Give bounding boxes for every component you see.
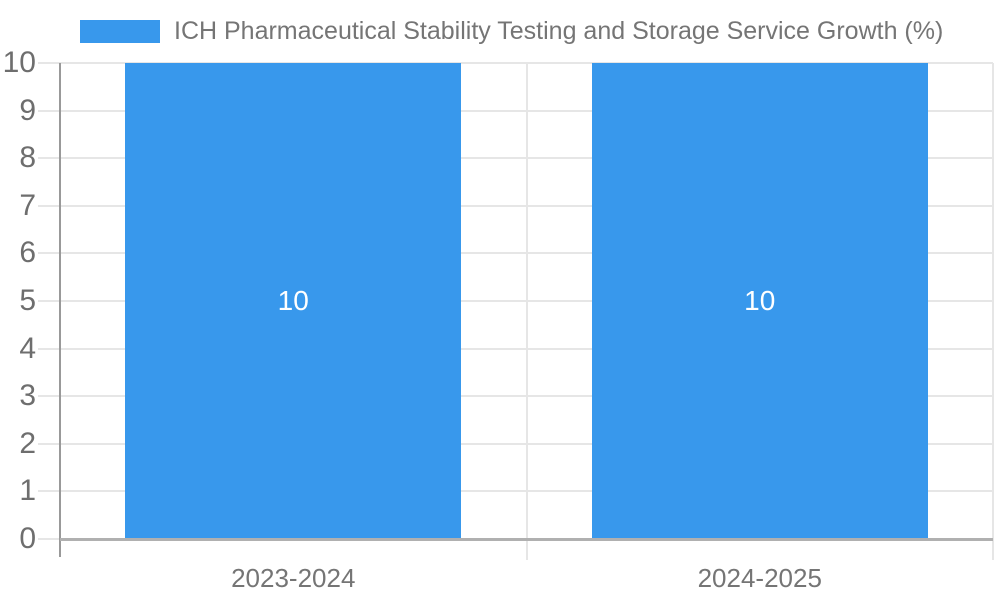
y-tick-label: 6 xyxy=(19,236,36,270)
legend-label: ICH Pharmaceutical Stability Testing and… xyxy=(174,17,944,45)
bar[interactable] xyxy=(125,63,462,539)
legend-swatch xyxy=(80,19,160,43)
gridline xyxy=(38,62,993,64)
category-divider xyxy=(992,63,994,560)
gridline xyxy=(38,442,993,445)
y-tick-label: 4 xyxy=(19,331,36,365)
gridline xyxy=(38,252,993,255)
gridline xyxy=(38,109,993,112)
category-divider xyxy=(525,63,528,560)
x-axis-line xyxy=(60,537,993,541)
bar[interactable] xyxy=(591,63,928,539)
gridline xyxy=(38,157,993,160)
gridline xyxy=(38,395,993,398)
bar-value-label: 10 xyxy=(744,285,776,316)
x-category-label: 2024-2025 xyxy=(697,563,822,593)
x-category-label: 2023-2024 xyxy=(231,563,356,593)
y-tick-label: 1 xyxy=(19,474,36,508)
gridline xyxy=(38,490,993,493)
legend: ICH Pharmaceutical Stability Testing and… xyxy=(80,17,943,45)
y-tick-label: 9 xyxy=(19,93,36,127)
gridline xyxy=(38,300,993,302)
gridline xyxy=(38,204,993,207)
y-axis-line xyxy=(59,63,61,557)
y-tick-label: 10 xyxy=(2,46,36,79)
y-tick-label: 3 xyxy=(19,379,36,413)
y-tick-label: 5 xyxy=(19,284,36,317)
y-tick-label: 0 xyxy=(19,522,36,555)
y-tick-label: 7 xyxy=(19,188,36,222)
gridline xyxy=(38,347,993,350)
bar-value-label: 10 xyxy=(277,285,309,316)
y-tick-label: 8 xyxy=(19,141,36,175)
legend-item[interactable]: ICH Pharmaceutical Stability Testing and… xyxy=(80,17,943,45)
y-tick-label: 2 xyxy=(19,426,36,460)
